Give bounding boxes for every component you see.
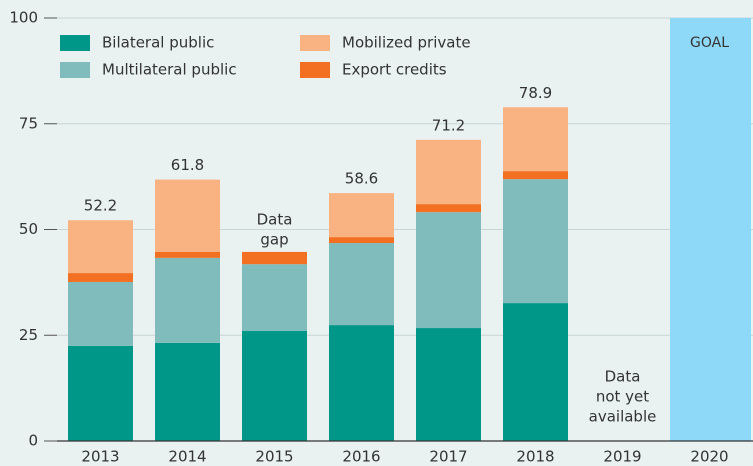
y-tick-label: 100 (9, 9, 38, 27)
legend-label: Mobilized private (342, 34, 471, 52)
bar-segment (68, 220, 133, 274)
bar-segment (68, 281, 133, 346)
total-label: 78.9 (519, 84, 552, 102)
bar-segment (242, 264, 307, 332)
bar-segment (155, 179, 220, 252)
total-label: 58.6 (345, 170, 378, 188)
annotation: available (589, 408, 657, 426)
bar-segment (242, 251, 307, 265)
annotation: Data (605, 368, 641, 386)
bar-segment (329, 325, 394, 441)
x-tick-label: 2020 (690, 448, 728, 466)
bar-segment (503, 107, 568, 172)
bar-segment (503, 179, 568, 304)
total-label: 52.2 (84, 197, 117, 215)
bar-segment (68, 345, 133, 441)
bar-segment (416, 139, 481, 205)
bar-segment (503, 303, 568, 441)
bar-segment (242, 331, 307, 441)
bar-segment (329, 243, 394, 326)
y-tick-label: 75 (19, 114, 38, 132)
x-tick-label: 2014 (168, 448, 206, 466)
x-tick-label: 2016 (342, 448, 380, 466)
bar-segment (68, 273, 133, 282)
legend-swatch (60, 35, 90, 51)
x-tick-label: 2017 (429, 448, 467, 466)
legend-swatch (300, 35, 330, 51)
annotation: Data (257, 210, 293, 228)
x-tick-label: 2013 (81, 448, 119, 466)
bar-segment (503, 171, 568, 180)
bar-segment (416, 328, 481, 441)
legend-label: Multilateral public (102, 61, 237, 79)
bar-segment (155, 251, 220, 258)
bar-segment (329, 237, 394, 244)
goal-label: GOAL (690, 35, 729, 51)
legend-label: Export credits (342, 61, 447, 79)
x-tick-label: 2015 (255, 448, 293, 466)
legend-swatch (300, 62, 330, 78)
bar-segment (416, 212, 481, 329)
bar-segment (329, 193, 394, 238)
annotation: not yet (596, 388, 649, 406)
bar-segment (416, 204, 481, 213)
bar-segment (155, 257, 220, 343)
y-tick-label: 0 (28, 432, 38, 450)
goal-bar (670, 18, 751, 441)
x-tick-label: 2019 (603, 448, 641, 466)
legend-label: Bilateral public (102, 34, 214, 52)
legend-swatch (60, 62, 90, 78)
y-tick-label: 25 (19, 326, 38, 344)
total-label: 71.2 (432, 116, 465, 134)
x-tick-label: 2018 (516, 448, 554, 466)
y-tick-label: 50 (19, 220, 38, 238)
bar-segment (155, 342, 220, 441)
total-label: 61.8 (171, 156, 204, 174)
annotation: gap (260, 230, 288, 248)
